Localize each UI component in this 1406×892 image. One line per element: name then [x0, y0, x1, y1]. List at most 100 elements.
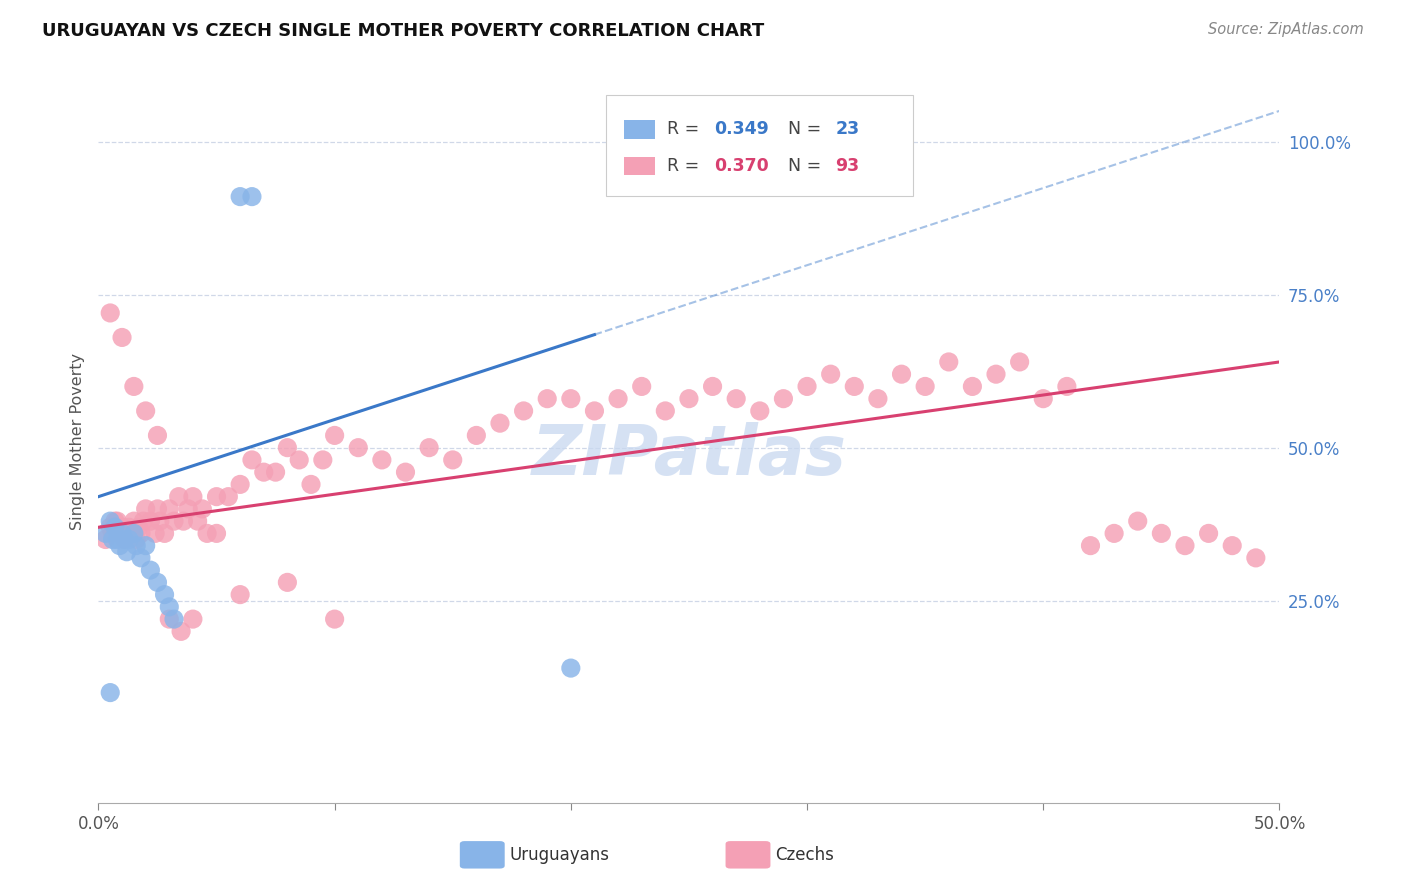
Point: [118, 520, 141, 534]
Point: [1126, 514, 1149, 528]
Point: [177, 502, 200, 516]
Point: [1032, 392, 1054, 406]
Text: 23: 23: [835, 120, 859, 138]
Point: [153, 588, 176, 602]
Point: [112, 533, 135, 547]
Point: [796, 379, 818, 393]
Point: [111, 330, 134, 344]
Point: [536, 392, 558, 406]
FancyBboxPatch shape: [606, 95, 914, 196]
Point: [205, 490, 228, 504]
Point: [984, 367, 1007, 381]
Point: [146, 502, 169, 516]
Point: [394, 465, 416, 479]
Point: [962, 379, 984, 393]
Point: [276, 575, 298, 590]
Point: [139, 563, 162, 577]
Point: [181, 612, 204, 626]
Point: [125, 533, 148, 547]
Point: [129, 550, 152, 565]
Point: [890, 367, 912, 381]
Point: [98, 685, 121, 699]
Point: [122, 526, 145, 541]
Point: [229, 588, 252, 602]
Point: [143, 526, 166, 541]
FancyBboxPatch shape: [624, 120, 655, 139]
Point: [181, 490, 204, 504]
Point: [1150, 526, 1173, 541]
Point: [1244, 550, 1267, 565]
Text: 0.349: 0.349: [714, 120, 769, 138]
Point: [1080, 539, 1102, 553]
Point: [135, 502, 157, 516]
Point: [170, 624, 193, 639]
Point: [240, 189, 263, 203]
Point: [347, 441, 370, 455]
Point: [118, 533, 141, 547]
Point: [111, 520, 134, 534]
FancyBboxPatch shape: [624, 157, 655, 176]
Point: [135, 539, 157, 553]
Point: [149, 514, 172, 528]
FancyBboxPatch shape: [460, 841, 505, 869]
Point: [98, 514, 121, 528]
Point: [146, 575, 169, 590]
Point: [187, 514, 209, 528]
Point: [195, 526, 218, 541]
Point: [866, 392, 889, 406]
Point: [108, 526, 131, 541]
Point: [560, 661, 582, 675]
Point: [105, 533, 128, 547]
Point: [163, 612, 186, 626]
Point: [122, 514, 145, 528]
Point: [128, 520, 150, 534]
Text: R =: R =: [666, 157, 704, 175]
Point: [1220, 539, 1243, 553]
Point: [229, 189, 252, 203]
Point: [115, 545, 138, 559]
Point: [1198, 526, 1220, 541]
Point: [205, 526, 228, 541]
Point: [108, 539, 131, 553]
Point: [157, 599, 180, 614]
Point: [104, 520, 127, 534]
Point: [153, 526, 176, 541]
Text: N =: N =: [789, 120, 827, 138]
Point: [678, 392, 700, 406]
Point: [240, 453, 263, 467]
Point: [748, 404, 770, 418]
Point: [418, 441, 440, 455]
Point: [312, 453, 335, 467]
Point: [441, 453, 464, 467]
Point: [157, 612, 180, 626]
Point: [105, 514, 128, 528]
Text: 93: 93: [835, 157, 859, 175]
Text: URUGUAYAN VS CZECH SINGLE MOTHER POVERTY CORRELATION CHART: URUGUAYAN VS CZECH SINGLE MOTHER POVERTY…: [42, 22, 765, 40]
Point: [121, 526, 143, 541]
Point: [489, 416, 512, 430]
Point: [115, 526, 138, 541]
Point: [1174, 539, 1197, 553]
Text: R =: R =: [666, 120, 704, 138]
Point: [172, 514, 194, 528]
Point: [276, 441, 298, 455]
Text: Czechs: Czechs: [775, 846, 834, 863]
Point: [253, 465, 276, 479]
Point: [157, 502, 180, 516]
Text: Uruguayans: Uruguayans: [509, 846, 609, 863]
Point: [125, 539, 148, 553]
Text: ZIPatlas: ZIPatlas: [531, 423, 846, 490]
Point: [104, 514, 127, 528]
Point: [139, 514, 162, 528]
Point: [465, 428, 488, 442]
Point: [132, 514, 155, 528]
Point: [630, 379, 652, 393]
Point: [98, 520, 121, 534]
Point: [914, 379, 936, 393]
Point: [288, 453, 311, 467]
Point: [772, 392, 794, 406]
Point: [217, 490, 239, 504]
Point: [1056, 379, 1078, 393]
Point: [191, 502, 214, 516]
Point: [938, 355, 960, 369]
